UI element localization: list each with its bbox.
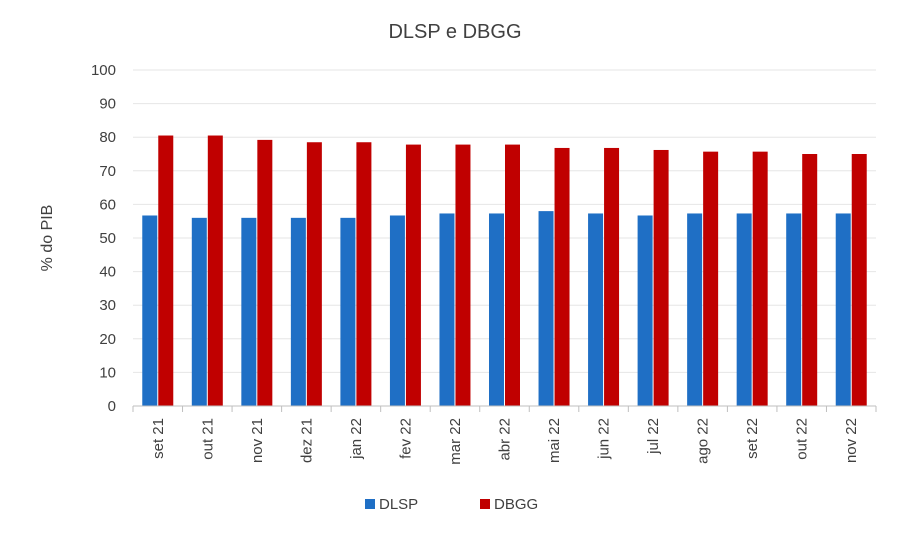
- bar-dlsp-0: [142, 215, 158, 406]
- bar-dbgg-7: [505, 144, 520, 407]
- x-tick-label: nov 22: [843, 418, 860, 463]
- x-tick-label: jan 22: [348, 418, 365, 460]
- legend-swatch-dlsp: [365, 499, 375, 509]
- bar-dbgg-1: [207, 135, 223, 406]
- x-axis: [132, 405, 877, 412]
- y-tick-label: 0: [108, 398, 116, 415]
- bar-dlsp-8: [538, 211, 554, 406]
- bar-dbgg-12: [752, 151, 768, 406]
- legend-label-dlsp: DLSP: [379, 496, 418, 513]
- bar-dlsp-1: [191, 217, 207, 406]
- bar-dlsp-4: [340, 217, 356, 406]
- legend-label-dbgg: DBGG: [494, 496, 538, 513]
- x-tick-label: mar 22: [447, 418, 464, 465]
- x-tick-label: set 22: [744, 418, 761, 459]
- bar-dlsp-11: [687, 213, 703, 406]
- chart-title: DLSP e DBGG: [388, 21, 521, 43]
- bar-dbgg-13: [802, 154, 818, 406]
- bar-dbgg-4: [356, 142, 372, 407]
- bar-dlsp-5: [389, 215, 405, 406]
- y-tick-label: 10: [99, 364, 116, 381]
- x-tick-label: fev 22: [397, 418, 414, 459]
- x-tick-label: abr 22: [497, 418, 514, 461]
- y-tick-label: 20: [99, 331, 116, 348]
- bar-dbgg-14: [851, 154, 867, 406]
- y-axis-label: % do PIB: [39, 205, 56, 272]
- bar-dlsp-12: [736, 213, 752, 406]
- bar-dbgg-2: [257, 139, 273, 406]
- bar-dlsp-14: [835, 213, 851, 406]
- x-tick-label: ago 22: [695, 418, 712, 464]
- legend-swatch-dbgg: [480, 499, 490, 509]
- y-tick-label: 30: [99, 297, 116, 314]
- y-tick-label: 90: [99, 96, 116, 113]
- legend: DLSP DBGG: [365, 496, 538, 513]
- bar-dbgg-6: [455, 144, 471, 407]
- x-tick-label: out 21: [199, 418, 216, 460]
- x-tick-label: set 21: [150, 418, 167, 459]
- bar-dbgg-5: [405, 144, 421, 407]
- bar-dlsp-2: [241, 217, 257, 406]
- x-tick-label: mai 22: [546, 418, 563, 463]
- y-tick-label: 60: [99, 196, 116, 213]
- x-tick-label: nov 21: [249, 418, 266, 463]
- bar-dlsp-7: [489, 213, 504, 406]
- y-tick-label: 80: [99, 129, 116, 146]
- bar-dlsp-6: [439, 213, 455, 406]
- bar-dbgg-3: [306, 142, 322, 407]
- bar-dlsp-9: [588, 213, 604, 406]
- bar-dlsp-10: [637, 215, 653, 406]
- x-tick-label: jun 22: [596, 418, 613, 460]
- bar-dbgg-8: [554, 147, 570, 406]
- x-tick-label: dez 21: [298, 418, 315, 463]
- bar-dlsp-3: [290, 217, 306, 406]
- bar-dbgg-0: [158, 135, 174, 406]
- bar-dbgg-9: [604, 147, 620, 406]
- bar-dbgg-11: [703, 151, 719, 406]
- bar-dlsp-13: [786, 213, 802, 406]
- bar-dbgg-10: [653, 149, 669, 406]
- x-tick-label: jul 22: [645, 418, 662, 455]
- y-tick-label: 70: [99, 163, 116, 180]
- y-tick-labels: 0 10 20 30 40 50 60 70 80 90 100: [91, 62, 116, 415]
- y-tick-label: 50: [99, 230, 116, 247]
- y-tick-label: 100: [91, 62, 116, 79]
- gridlines: [133, 69, 876, 373]
- bars: [142, 135, 867, 407]
- x-tick-label: out 22: [794, 418, 811, 460]
- x-tick-labels: set 21 out 21 nov 21 dez 21 jan 22 fev 22 mar …: [150, 418, 860, 465]
- y-tick-label: 40: [99, 264, 116, 281]
